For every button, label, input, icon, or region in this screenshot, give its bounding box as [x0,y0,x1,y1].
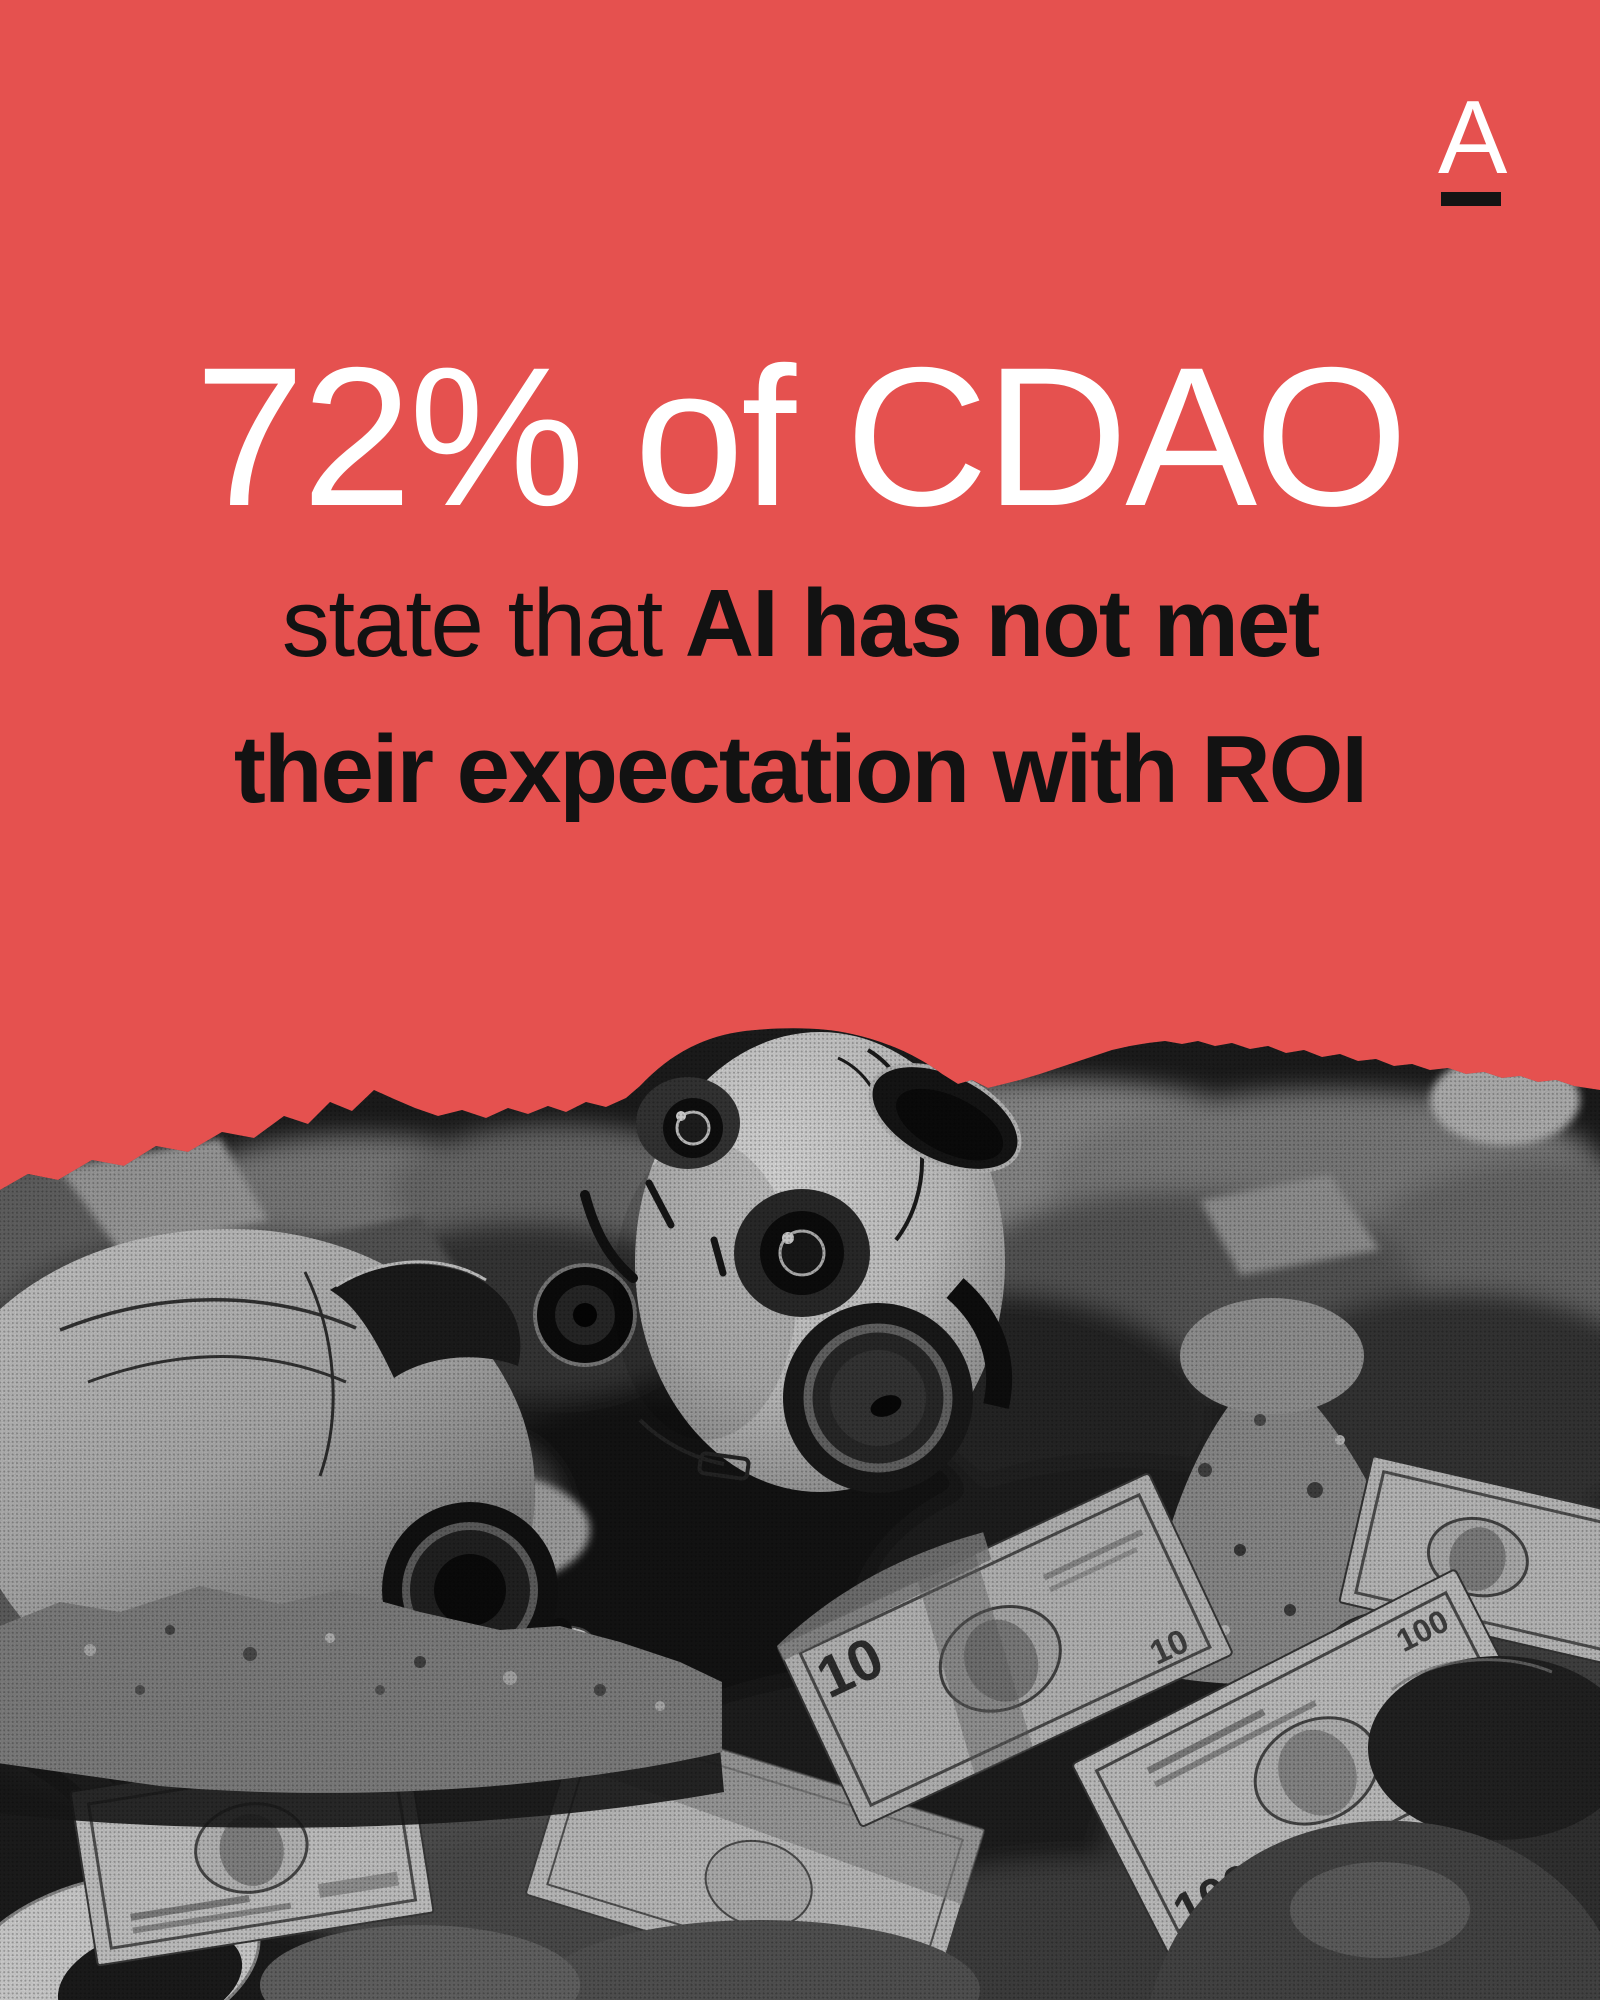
subheadline-bold-1: AI has not met [684,570,1320,677]
subheadline: state that AI has not met their expectati… [0,551,1600,843]
logo-letter: A [1438,80,1508,196]
subheadline-line-1: state that AI has not met [0,551,1600,697]
headline: 72% of CDAO [194,326,1409,547]
torn-photo-area: 10 10 100 100 [0,1028,1600,2000]
subheadline-line-2: their expectation with ROI [0,697,1600,843]
photo-collage: 10 10 100 100 [0,1028,1600,2000]
subheadline-regular: state that [281,570,663,677]
logo-underline [1441,192,1501,206]
grain-overlay [0,1028,1600,2000]
brand-logo: A [1438,80,1508,206]
subheadline-bold-2: their expectation with ROI [233,716,1368,823]
